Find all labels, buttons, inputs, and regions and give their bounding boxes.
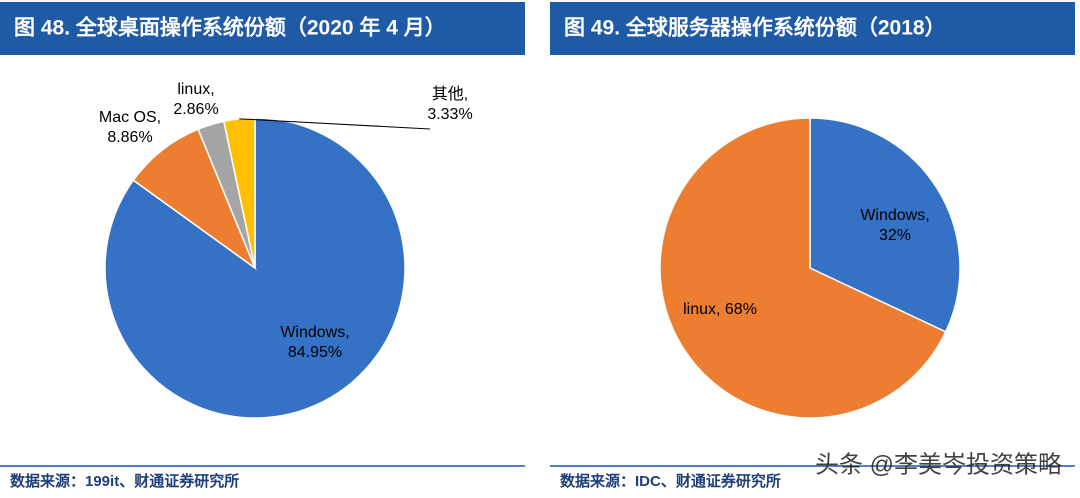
slice-value: 3.33% [427, 106, 472, 123]
title-bar [0, 2, 525, 55]
slice-label: linux, [683, 301, 720, 318]
chart-title: 图 48. 全球桌面操作系统份额（2020 年 4 月） [14, 16, 446, 40]
pie-slice [809, 117, 961, 333]
slice-label: Windows, [280, 324, 349, 341]
chart-title: 图 49. 全球服务器操作系统份额（2018） [564, 16, 946, 40]
slice-label: 其他, [432, 85, 468, 103]
slice-label: Mac OS, [99, 109, 161, 126]
slice-value: 84.95% [288, 344, 342, 361]
pie-slice [659, 117, 947, 419]
leader-line [239, 118, 431, 130]
slice-value: 68% [725, 301, 757, 318]
slice-value: 8.86% [107, 129, 152, 146]
source: 数据来源：IDC、财通证券研究所 [560, 472, 781, 490]
slice-value: 32% [879, 227, 911, 244]
pie-slice [132, 128, 257, 271]
slice-label: linux, [177, 81, 214, 98]
slice-value: 2.86% [173, 101, 218, 118]
source: 数据来源：199it、财通证券研究所 [10, 472, 239, 490]
slice-label-group: linux, 68% [683, 301, 757, 318]
watermark: 头条 @李美岑投资策略 [815, 451, 1062, 478]
slice-label: Windows, [860, 207, 929, 224]
title-bar [550, 2, 1075, 55]
